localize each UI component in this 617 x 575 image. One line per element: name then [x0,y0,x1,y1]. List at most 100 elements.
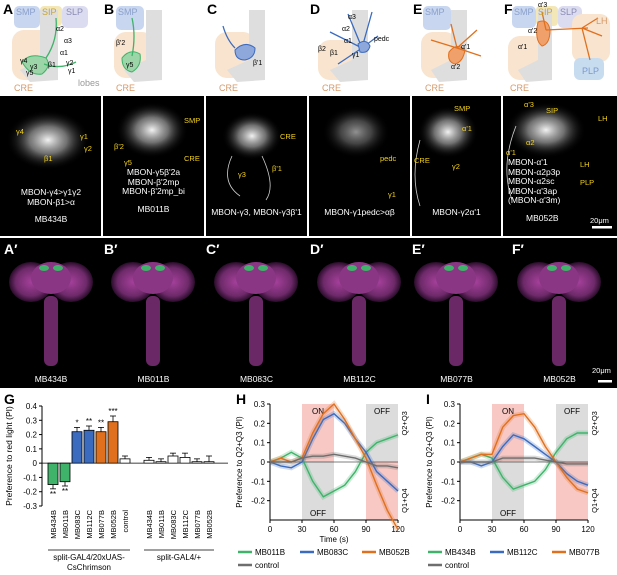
y-tick-label: 0.2 [254,419,266,428]
lobe-label-alpha1p: α'1 [461,44,471,51]
side-label-q23: Q2+Q3 [400,411,409,435]
panel-a-diagram: SMP SIP SLP CRE α3 α2 α1 β1 γ2 γ1 γ4 γ3 … [0,0,102,96]
brain-panel-label: A′ [4,241,18,257]
legend-label: MB434B [445,548,476,557]
x-tick-label: 0 [458,525,463,534]
y-tick-label: -0.3 [23,502,37,511]
panel-label-e: E [413,1,423,17]
panel-label-d: D [310,1,321,17]
smp-label: SMP [425,7,445,17]
brain-panel-label: C′ [206,241,220,257]
smp-region [116,6,144,30]
y-tick-label: 0 [451,458,456,467]
lobe-label-gamma5: γ5 [126,62,134,69]
caption-line: MBON-α'3ap [508,185,558,196]
caption-line: MBON-α2sc [508,176,555,186]
y-tick-label: 0.1 [444,439,456,448]
panel-a-caption: MBON-γ4>γ1γ2 MBON-β1>α MB434B [0,187,102,225]
sip-label: SIP [42,7,57,17]
panel-g-chart: -0.3 -0.2 -0.1 0 0.1 0.2 0.3 0.4 Preference to r… [4,402,228,572]
series-line [459,412,589,494]
shade-on [302,404,334,462]
lobe-label-beta1: β1 [48,62,56,69]
mbon-expression-left [444,265,454,271]
y-axis-label: Preference to Q2+Q3 (PI) [235,416,244,508]
cre-label: CRE [116,83,136,93]
series-line [270,453,399,469]
brain-line-label: MB077B [440,374,473,384]
lobe-label-alpha1p: α'1 [518,44,528,51]
shade-off [302,462,334,520]
panel-d-caption: MBON-γ1pedc>αβ [308,207,411,218]
neuron-e-glow [418,106,478,158]
legend-label: MB112C [507,548,538,557]
x-tick-label: 0 [268,525,273,534]
y-tick-label: 0 [33,459,38,468]
cre-label: CRE [510,83,530,93]
panel-c-schematic [215,10,265,82]
caption-line: MBON-α'1 [508,157,548,167]
series-line [460,434,589,486]
side-label-q14: Q1+Q4 [590,488,599,512]
y-tick-label: 0.3 [444,400,456,409]
significance-star: *** [108,407,117,416]
mbon-expression-right [258,265,268,271]
legend-label: MB011B [255,548,285,557]
panel-c-caption: MBON-γ3, MBON-γ3β'1 [205,207,308,218]
panel-label-h: H [236,391,247,407]
bar [119,458,131,464]
significance-star: ** [98,418,104,427]
lobe-label-gamma1: γ1 [68,68,76,75]
micro-label: CRE [414,156,430,165]
smp-region [423,6,451,30]
shade-label: OFF [564,407,580,416]
micrograph-textures [6,96,612,236]
mbon-expression-right [53,265,63,271]
y-tick-label: -0.1 [23,473,37,482]
series-line [460,457,588,465]
panel-f-caption: MBON-α'1 MBON-α2p3p MBON-α2sc MBON-α'3ap… [502,157,608,223]
x-tick-label: MB112C [181,509,190,538]
mbon-a-neurite-2 [43,61,77,68]
scale-bar-top [592,226,612,229]
lobe-label-beta2p: β'2 [116,40,126,47]
cre-label: CRE [425,83,445,93]
micro-label: γ1 [388,190,396,199]
brain-central [339,262,379,294]
shade-label: OFF [374,407,390,416]
x-tick-label: MB077B [193,510,202,539]
cre-label: CRE [322,83,342,93]
cre-label: CRE [219,83,239,93]
panel-label-b: B [104,1,115,17]
brain-panel-label: F′ [512,241,524,257]
mbon-expression-right [458,265,468,271]
significance-star: ** [62,487,68,496]
panel-e-schematic [421,6,482,82]
brain-central [31,262,71,294]
x-tick-label: 30 [488,525,497,534]
significance-star: ** [50,490,56,499]
panel-e-diagram: SMP CRE α'1 α'2 [411,0,502,96]
mbon-expression-right [155,265,165,271]
y-tick-label: 0.3 [254,400,266,409]
lobe-label-beta1p: β'1 [253,60,263,67]
x-tick-label: MB052B [109,510,118,539]
x-tick-label: MB052B [205,510,214,539]
y-tick-label: -0.2 [251,497,265,506]
micro-label: CRE [184,154,200,163]
lobe-label-gamma2: γ2 [66,60,74,67]
smp-label: SMP [16,7,36,17]
y-tick-label: -0.2 [23,488,37,497]
lobe-label-gamma4: γ4 [20,58,28,65]
mbon-expression-right [561,265,571,271]
shade-on [492,404,524,462]
gamma5-highlight [121,51,141,73]
lobe-label-alpha1: α1 [344,38,352,45]
bar [59,462,71,483]
lobes-label: lobes [78,78,100,88]
lobe-label-alpha1: α1 [60,50,68,57]
micro-label: CRE [280,132,296,141]
panel-label-f: F [504,1,513,17]
panel-label-c: C [207,1,218,17]
lh-label: LH [596,16,608,26]
